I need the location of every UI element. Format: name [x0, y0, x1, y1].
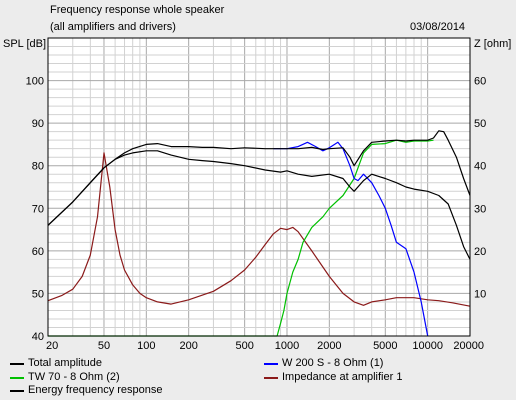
series-total-amplitude	[47, 130, 471, 226]
legend-item-tw70: TW 70 - 8 Ohm (2)	[28, 371, 120, 383]
y-tick-label: 50	[32, 288, 44, 300]
legend-swatch-w200	[264, 363, 278, 365]
legend-item-energy: Energy frequency response	[28, 384, 163, 396]
y-tick-label: 100	[26, 76, 44, 88]
y-axis-label-left: SPL [dB]	[3, 38, 47, 50]
x-tick-label: 10000	[412, 340, 443, 352]
x-tick-label: 50	[98, 340, 110, 352]
y2-tick-label: 20	[474, 246, 486, 258]
series-impedance-at-amplifier-1	[47, 152, 471, 307]
chart-date: 03/08/2014	[410, 21, 466, 33]
x-tick-label: 200	[179, 340, 197, 352]
y-tick-label: 90	[32, 118, 44, 130]
y2-tick-label: 10	[474, 288, 486, 300]
y-axis-label-right: Z [ohm]	[474, 38, 512, 50]
x-tick-label: 100	[137, 340, 155, 352]
y2-tick-label: 30	[474, 203, 486, 215]
chart-grid	[48, 38, 470, 336]
y-tick-label: 70	[32, 203, 44, 215]
series-energy-frequency-response	[47, 150, 471, 260]
legend-item-total: Total amplitude	[28, 357, 102, 369]
legend-item-w200: W 200 S - 8 Ohm (1)	[282, 357, 384, 369]
y-tick-label: 60	[32, 246, 44, 258]
chart-title: Frequency response whole speaker	[50, 4, 225, 16]
legend-swatch-tw70	[10, 377, 24, 379]
x-tick-label: 500	[235, 340, 253, 352]
legend-swatch-total	[10, 363, 24, 365]
chart-series	[47, 130, 471, 337]
axis-tick-labels: 40 50 60 70 80 90 100 10 20 30 40 50 60 20 50 100 200 500…	[26, 76, 487, 352]
series-w-200-s-8-ohm-1	[273, 141, 429, 337]
y-tick-label: 80	[32, 161, 44, 173]
series-tw-70-8-ohm-2	[48, 139, 434, 337]
legend-item-impedance: Impedance at amplifier 1	[282, 371, 403, 383]
x-tick-label: 5000	[373, 340, 397, 352]
x-tick-label: 20000	[453, 340, 484, 352]
chart-subtitle: (all amplifiers and drivers)	[50, 21, 176, 33]
legend-swatch-energy	[10, 390, 24, 392]
legend-swatch-impedance	[264, 377, 278, 379]
x-tick-label: 2000	[317, 340, 341, 352]
y-tick-label: 40	[32, 331, 44, 343]
plot-frame	[47, 37, 471, 337]
y2-tick-label: 40	[474, 161, 486, 173]
x-tick-label: 20	[46, 340, 58, 352]
y2-tick-label: 50	[474, 118, 486, 130]
y2-tick-label: 60	[474, 76, 486, 88]
plot-background	[48, 38, 470, 336]
x-tick-label: 1000	[275, 340, 299, 352]
